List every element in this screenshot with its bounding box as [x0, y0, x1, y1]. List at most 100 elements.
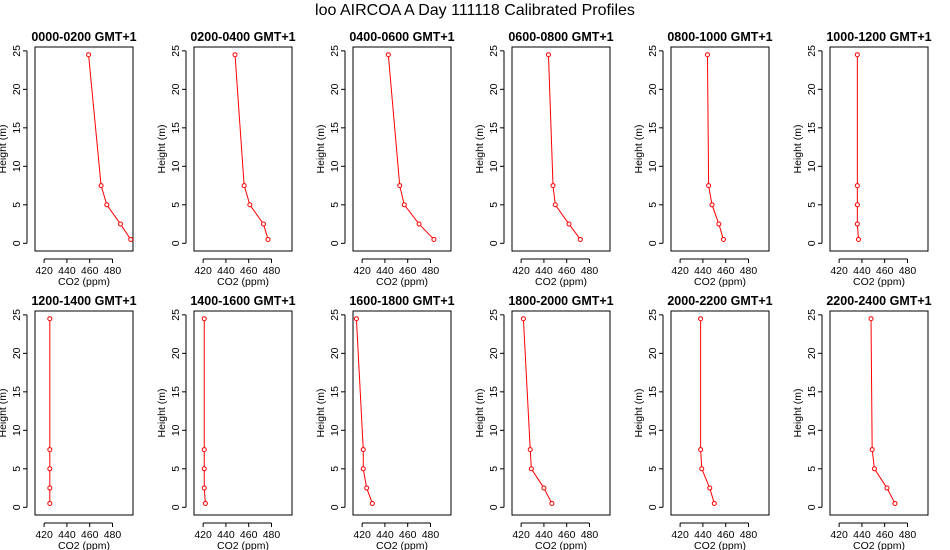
y-tick-label: 15 [329, 122, 341, 134]
y-tick-label: 10 [329, 424, 341, 436]
y-tick-label: 0 [11, 240, 23, 246]
data-point [528, 466, 534, 472]
x-tick-label: 480 [422, 265, 440, 277]
y-tick-label: 5 [170, 202, 182, 208]
x-tick-label: 460 [81, 265, 99, 277]
data-point [353, 316, 359, 322]
data-point [855, 236, 861, 242]
x-tick-label: 420 [512, 529, 530, 541]
x-axis-label: CO2 (ppm) [694, 540, 746, 550]
data-point [104, 202, 110, 208]
x-tick-label: 420 [35, 529, 53, 541]
data-point [711, 500, 717, 506]
y-tick-label: 5 [329, 466, 341, 472]
y-axis-label: Height (m) [315, 388, 327, 437]
data-point [201, 316, 207, 322]
x-tick-label: 480 [263, 529, 281, 541]
profile-line [547, 54, 581, 240]
y-axis-label: Height (m) [792, 388, 804, 437]
x-tick-label: 420 [35, 265, 53, 277]
plot-frame [511, 46, 611, 252]
data-point [854, 183, 860, 189]
panel-title: 1800-2000 GMT+1 [508, 294, 613, 308]
x-tick-label: 440 [217, 265, 235, 277]
y-tick-label: 0 [170, 240, 182, 246]
data-point [706, 183, 712, 189]
panel-title: 0800-1000 GMT+1 [667, 30, 772, 44]
x-tick-label: 460 [876, 265, 894, 277]
data-point [201, 485, 207, 491]
y-tick-label: 10 [488, 160, 500, 172]
figure-title: loo AIRCOA A Day 111118 Calibrated Profi… [315, 2, 635, 19]
y-tick-label: 15 [170, 386, 182, 398]
data-point [552, 202, 558, 208]
x-tick-label: 440 [535, 265, 553, 277]
panel-title: 0000-0200 GMT+1 [31, 30, 136, 44]
x-tick-label: 480 [740, 529, 758, 541]
x-tick-label: 420 [512, 265, 530, 277]
y-tick-label: 0 [11, 504, 23, 510]
y-axis-label: Height (m) [474, 388, 486, 437]
profile-line [234, 54, 269, 240]
profile-line [203, 318, 206, 504]
data-point [699, 466, 705, 472]
x-tick-label: 480 [422, 529, 440, 541]
data-point [698, 316, 704, 322]
y-tick-label: 25 [806, 309, 818, 321]
data-point [431, 236, 437, 242]
data-point [202, 500, 208, 506]
x-tick-label: 480 [899, 529, 917, 541]
x-axis-label: CO2 (ppm) [535, 540, 587, 550]
y-tick-label: 10 [170, 160, 182, 172]
y-axis-label: Height (m) [156, 388, 168, 437]
x-tick-label: 440 [217, 529, 235, 541]
y-tick-label: 10 [806, 160, 818, 172]
y-tick-label: 15 [488, 386, 500, 398]
data-point [854, 221, 860, 227]
x-tick-label: 440 [535, 529, 553, 541]
data-point [716, 221, 722, 227]
y-tick-label: 10 [329, 160, 341, 172]
y-tick-label: 0 [329, 504, 341, 510]
profile-line [387, 54, 435, 240]
y-tick-label: 20 [647, 347, 659, 359]
panel-title: 2000-2200 GMT+1 [667, 294, 772, 308]
y-tick-label: 25 [488, 309, 500, 321]
panel-title: 1000-1200 GMT+1 [826, 30, 931, 44]
x-axis-label: CO2 (ppm) [853, 540, 905, 550]
x-tick-label: 420 [353, 265, 371, 277]
y-tick-label: 25 [170, 309, 182, 321]
y-tick-label: 20 [647, 83, 659, 95]
y-tick-label: 20 [488, 83, 500, 95]
y-tick-label: 5 [170, 466, 182, 472]
y-tick-label: 5 [647, 466, 659, 472]
x-tick-label: 440 [376, 265, 394, 277]
data-point [47, 466, 53, 472]
data-point [201, 466, 207, 472]
y-tick-label: 10 [488, 424, 500, 436]
plot-frame [352, 310, 452, 516]
x-tick-label: 460 [399, 265, 417, 277]
x-tick-label: 480 [104, 265, 122, 277]
data-point [892, 500, 898, 506]
y-tick-label: 0 [329, 240, 341, 246]
panel-title: 1400-1600 GMT+1 [190, 294, 295, 308]
x-tick-label: 420 [353, 529, 371, 541]
y-tick-label: 20 [170, 347, 182, 359]
plot-frame [829, 46, 929, 252]
panel-title: 1600-1800 GMT+1 [349, 294, 454, 308]
panel-title: 1200-1400 GMT+1 [31, 294, 136, 308]
y-axis-label: Height (m) [0, 388, 9, 437]
y-tick-label: 15 [170, 122, 182, 134]
y-tick-label: 25 [11, 45, 23, 57]
y-axis-label: Height (m) [633, 124, 645, 173]
x-tick-label: 440 [853, 529, 871, 541]
y-tick-label: 15 [806, 386, 818, 398]
x-tick-label: 460 [558, 265, 576, 277]
data-point [416, 221, 422, 227]
y-tick-label: 0 [647, 240, 659, 246]
data-point [520, 316, 526, 322]
